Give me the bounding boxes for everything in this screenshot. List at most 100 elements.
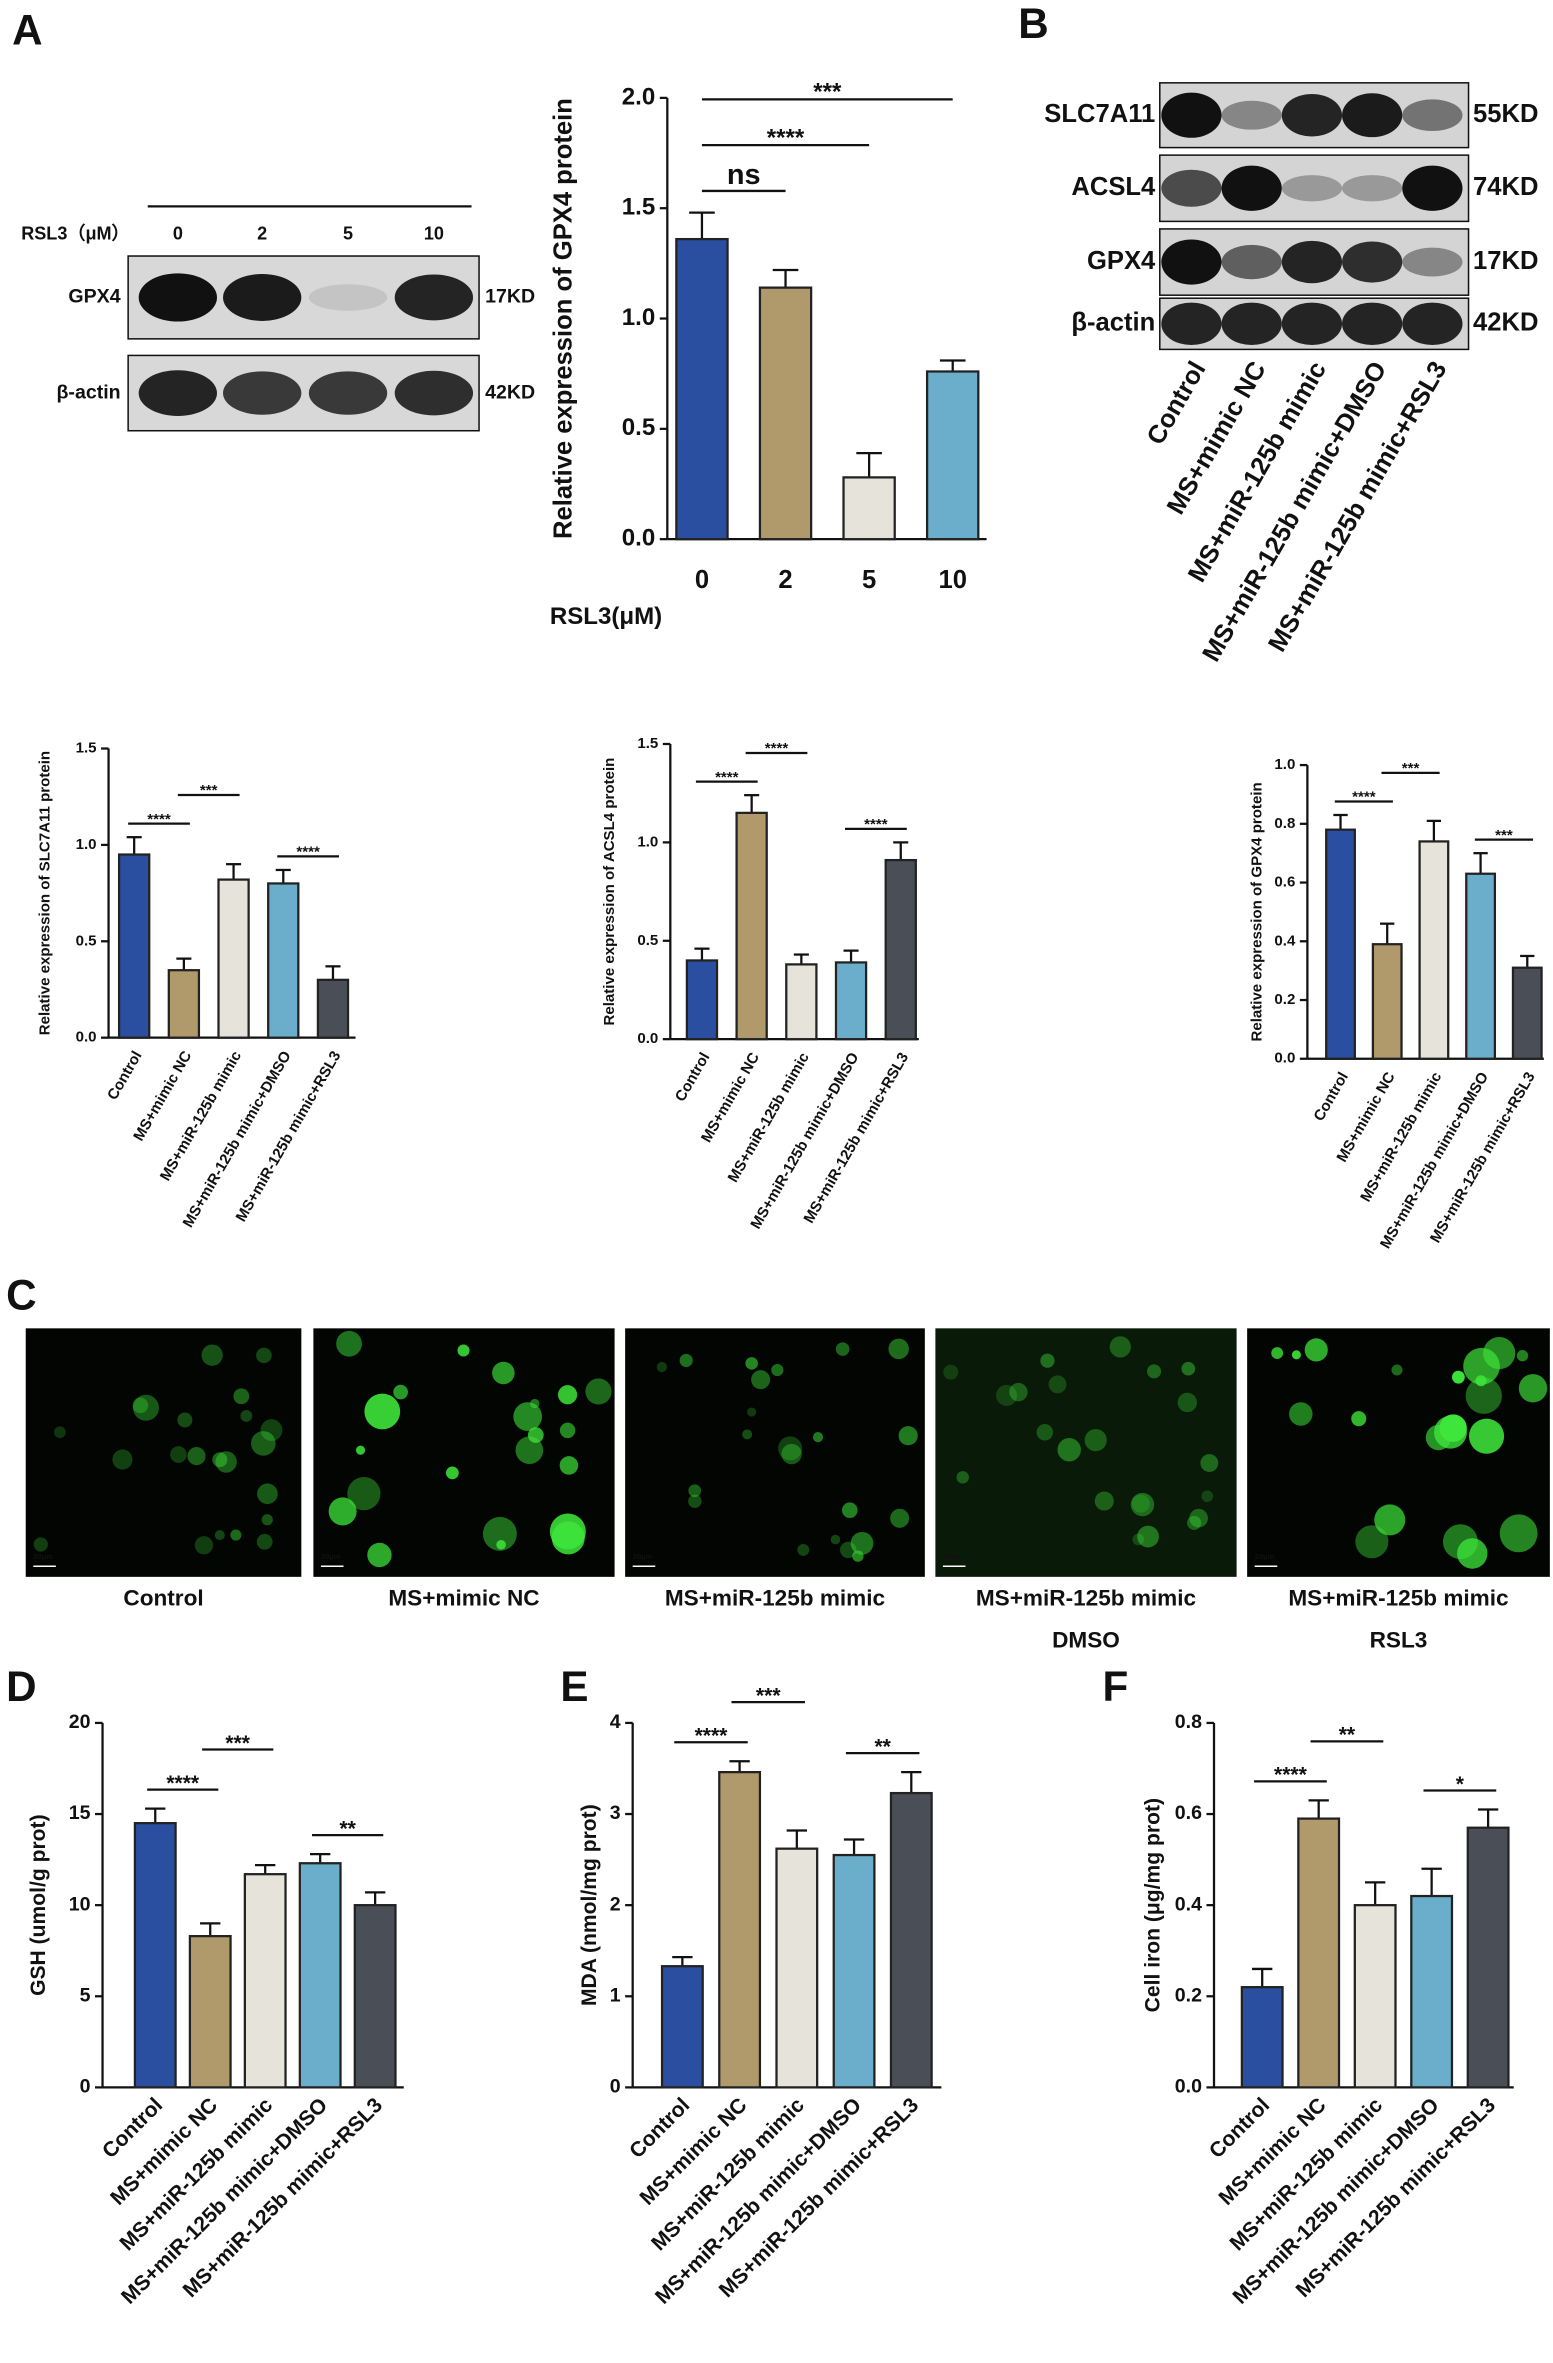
cell	[53, 1426, 66, 1439]
bar	[1240, 1986, 1284, 2089]
cell	[257, 1483, 278, 1505]
row-label: SLC7A11	[1044, 100, 1155, 128]
bar	[889, 1791, 933, 2089]
significance-label: ****	[1274, 1764, 1308, 1787]
cell	[132, 1394, 159, 1421]
y-tick-label: 0.6	[1274, 874, 1295, 891]
cell	[1451, 1370, 1465, 1384]
significance-label: ****	[1352, 789, 1376, 806]
bar	[834, 961, 868, 1041]
cell	[679, 1353, 693, 1368]
y-tick-label: 1.5	[76, 739, 97, 756]
y-tick-label: 1.0	[622, 304, 655, 331]
size-label: 74KD	[1473, 173, 1538, 201]
y-tick-label: 1.5	[622, 194, 655, 221]
band	[1161, 92, 1222, 138]
band	[1342, 175, 1403, 202]
y-tick-label: 0.4	[1274, 932, 1296, 949]
y-tick-label: 0.0	[1175, 2076, 1202, 2098]
cell	[1351, 1411, 1367, 1427]
significance-label: ns	[727, 159, 761, 191]
cell	[1475, 1375, 1487, 1387]
y-tick-label: 15	[69, 1802, 91, 1824]
cell	[559, 1456, 579, 1475]
significance-label: ***	[1402, 760, 1420, 777]
x-tick-label: 5	[862, 566, 876, 594]
bar	[1511, 966, 1543, 1060]
cell	[1291, 1350, 1301, 1360]
y-axis-label: Relative expression of ACSL4 protein	[601, 758, 618, 1026]
cell	[1391, 1364, 1403, 1376]
bar	[884, 858, 917, 1041]
cell	[1201, 1490, 1214, 1503]
cell	[797, 1543, 810, 1556]
cell	[850, 1531, 874, 1555]
significance-label: *	[1456, 1773, 1465, 1796]
significance-label: ****	[715, 769, 739, 786]
cell	[515, 1436, 544, 1465]
y-tick-label: 1	[610, 1984, 621, 2006]
cell	[201, 1344, 223, 1366]
y-tick-label: 20	[69, 1711, 91, 1733]
size-label: 42KD	[1473, 309, 1538, 337]
cell	[1132, 1533, 1145, 1546]
bar	[1466, 1826, 1510, 2089]
bar	[735, 811, 768, 1041]
band	[394, 274, 474, 321]
bar	[832, 1853, 876, 2089]
size-label: 17KD	[485, 286, 535, 308]
y-tick-label: 0.6	[1175, 1802, 1202, 1824]
cell	[1130, 1492, 1155, 1517]
band	[308, 284, 388, 311]
cell	[177, 1412, 193, 1428]
x-tick-label: 2	[778, 566, 792, 594]
cell	[557, 1385, 578, 1405]
cell	[1374, 1504, 1406, 1536]
cell	[1516, 1350, 1529, 1362]
lane-label: 0	[173, 224, 183, 244]
y-tick-label: 1.0	[637, 833, 658, 850]
y-axis-label: Relative expression of GPX4 protein	[1249, 782, 1266, 1041]
y-tick-label: 0.5	[622, 414, 655, 441]
bar	[1465, 872, 1497, 1060]
bar	[117, 853, 151, 1039]
cell	[1518, 1374, 1548, 1403]
y-axis-label: Relative expression of SLC7A11 protein	[36, 751, 53, 1035]
bar	[167, 969, 201, 1039]
y-tick-label: 0.0	[1274, 1050, 1295, 1067]
bar	[267, 882, 300, 1039]
y-axis-label: Relative expression of GPX4 protein	[550, 98, 578, 539]
size-label: 17KD	[1473, 247, 1538, 275]
image-label: MS+miR-125b mimic	[665, 1585, 885, 1610]
cell	[742, 1429, 753, 1440]
bar	[675, 237, 729, 541]
y-tick-label: 1.0	[76, 836, 97, 853]
cell	[1189, 1508, 1208, 1528]
band	[1281, 302, 1343, 346]
row-label: β-actin	[56, 381, 120, 403]
panel-letter: E	[560, 1663, 588, 1710]
x-tick-label: MS+miR-125b mimic	[1357, 1069, 1445, 1205]
cell	[1084, 1429, 1107, 1452]
y-tick-label: 0.5	[76, 932, 97, 949]
bar	[316, 978, 350, 1039]
significance-label: ***	[200, 782, 218, 799]
panel-letter: B	[1018, 0, 1048, 47]
band	[1402, 165, 1463, 211]
band	[138, 273, 218, 322]
cell	[260, 1419, 283, 1441]
bar	[188, 1935, 232, 2089]
x-tick-label: 0	[695, 566, 709, 594]
cell	[1040, 1353, 1055, 1368]
cell	[492, 1361, 515, 1385]
cell	[1468, 1418, 1505, 1454]
cell	[771, 1363, 784, 1377]
cell	[347, 1476, 381, 1511]
cell	[835, 1342, 850, 1356]
y-tick-label: 1.5	[637, 735, 658, 752]
cell	[1147, 1364, 1162, 1379]
y-tick-label: 5	[80, 1984, 91, 2006]
cell	[1425, 1424, 1452, 1451]
band	[394, 370, 474, 416]
band	[1281, 175, 1343, 202]
